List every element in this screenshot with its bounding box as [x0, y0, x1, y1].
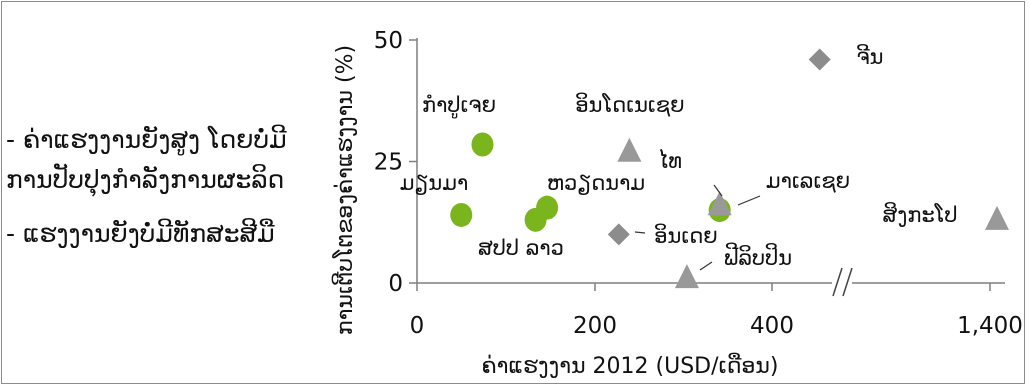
- axis-break-mark: [842, 267, 853, 297]
- note-line-3: - ແຮງງານຍັງບໍ່ມີທັກສະສີມື: [6, 219, 275, 248]
- point-triangle: [617, 137, 642, 162]
- axis-break-mark: [832, 267, 843, 297]
- note-line-1: - ຄ່າແຮງງານຍັງສູງ ໂດຍບໍ່ມີ: [6, 125, 287, 154]
- point-diamond: [808, 48, 831, 71]
- point-label: ສິງກະໂປ: [882, 201, 957, 227]
- point-label: ອິນເດຍ: [654, 223, 718, 248]
- chart-frame: [1, 1, 1025, 384]
- leader-line-philippines: [699, 261, 713, 271]
- point-label: ຈີນ: [856, 43, 883, 69]
- note-line-2: ການປັບປຸງກຳລັງການຜະລິດ: [6, 165, 285, 194]
- y-axis-label: ການເຕີບໂຕຂອງຄ່າແຮງງານ (%): [332, 45, 358, 335]
- point-label: ມຽນມາ: [400, 171, 469, 195]
- point-diamond: [607, 223, 630, 246]
- x-tick-label: 1,400: [957, 313, 1023, 339]
- point-label: ກຳປູເຈຍ: [422, 93, 496, 119]
- point-label: ຟີລິບປິນ: [724, 242, 792, 270]
- point-triangle: [674, 264, 699, 289]
- y-tick-label: 50: [374, 28, 403, 54]
- point-triangle: [985, 205, 1009, 230]
- x-tick-label: 0: [410, 313, 425, 339]
- point-label: ອິນໂດເນເຊຍ: [575, 92, 684, 117]
- point-label: ໄທ: [658, 148, 682, 173]
- leader-line-india: [634, 231, 646, 234]
- x-tick-label: 200: [573, 313, 617, 339]
- leader-line-malaysia: [737, 195, 761, 206]
- point-circle: [450, 202, 473, 227]
- y-tick-label: 25: [374, 150, 403, 176]
- point-label: ຫວຽດນາມ: [547, 171, 645, 195]
- x-axis-label: ຄ່າແຮງງານ 2012 (USD/ເດືອນ): [481, 353, 778, 379]
- x-tick-label: 400: [750, 313, 794, 339]
- point-circle: [471, 132, 494, 157]
- point-circle: [536, 195, 559, 220]
- leader-line-thai: [713, 184, 723, 197]
- side-notes: - ຄ່າແຮງງານຍັງສູງ ໂດຍບໍ່ມີ ການປັບປຸງກຳລັ…: [6, 120, 316, 254]
- point-triangle: [707, 191, 732, 216]
- point-label: ມາເລເຊຍ: [766, 169, 850, 193]
- point-label: ສປປ ລາວ: [478, 236, 564, 260]
- y-tick-label: 0: [388, 271, 403, 297]
